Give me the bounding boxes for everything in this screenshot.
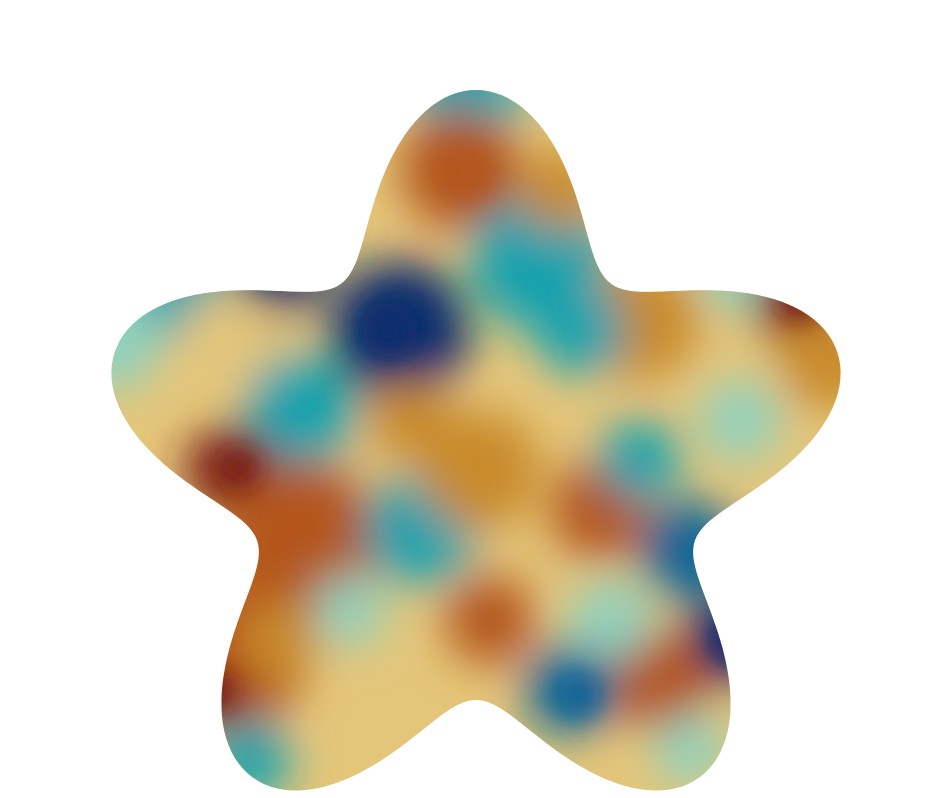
field-core-6 [446,151,494,199]
field-blob-35 [240,600,320,680]
field-blob-17 [420,410,540,530]
field-blob-9 [180,290,280,390]
field-core-0 [362,302,418,358]
field-blob-26 [570,580,650,660]
field-blob-10 [245,355,355,465]
field-blob-24 [655,715,725,785]
field-blob-31 [700,380,780,460]
field-blob-30 [780,310,841,410]
field-blob-19 [600,420,680,500]
field-blob-34 [370,380,450,460]
field-blob-22 [610,630,710,730]
field-blob-25 [445,575,535,665]
field-core-5 [222,450,258,486]
field-blob-16 [315,575,385,645]
field-blob-32 [535,285,625,375]
field-core-7 [560,675,600,715]
